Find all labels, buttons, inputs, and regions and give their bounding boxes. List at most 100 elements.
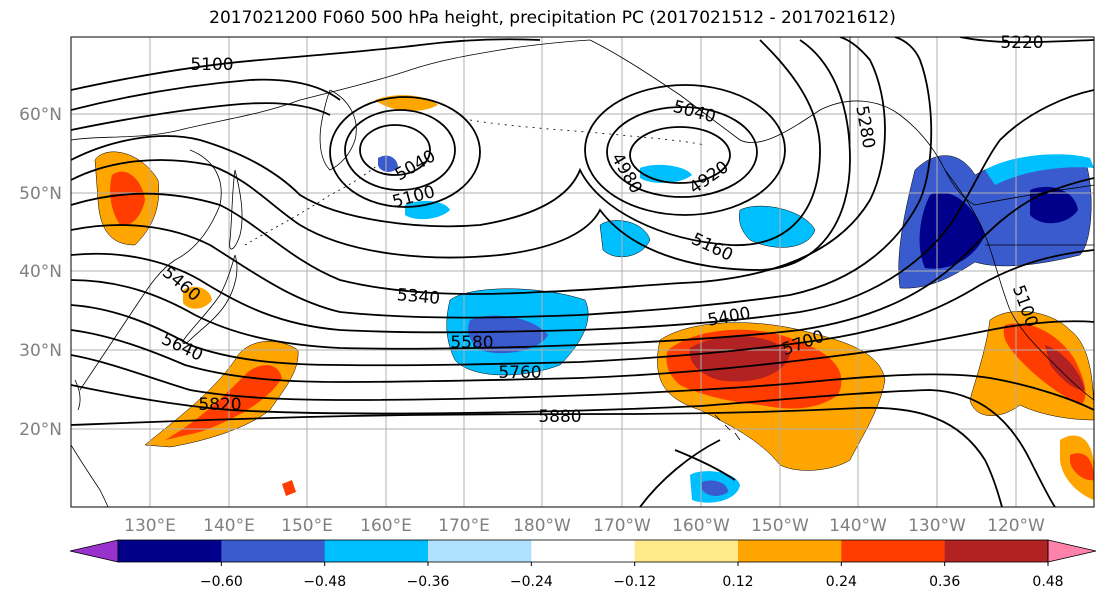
colorbar-cell bbox=[944, 540, 1049, 562]
coast-japan bbox=[182, 254, 238, 344]
colorbar-tick-label: −0.36 bbox=[407, 574, 450, 590]
contour-line bbox=[71, 354, 1094, 411]
lat-label: 60°N bbox=[19, 105, 62, 125]
precip-negative-aleut bbox=[640, 164, 692, 183]
colorbar-tick-label: −0.60 bbox=[200, 574, 243, 590]
colorbar-tick-label: 0.36 bbox=[929, 574, 960, 590]
lon-label: 160°W bbox=[672, 516, 730, 536]
precip-negative-na-core bbox=[919, 192, 985, 269]
precip-positive-small bbox=[282, 480, 296, 496]
colorbar-frame bbox=[117, 539, 1049, 563]
contour-line bbox=[71, 37, 886, 295]
colorbar-tick-label: 0.24 bbox=[826, 574, 857, 590]
colorbar-extend-high bbox=[1047, 539, 1097, 563]
coast-kamchatka bbox=[319, 89, 357, 171]
coast-hawaii bbox=[714, 414, 741, 441]
colorbar-cell bbox=[634, 540, 739, 562]
contour-label: 4920 bbox=[686, 157, 733, 198]
height-contours bbox=[71, 37, 1094, 507]
contour-label: 5100 bbox=[190, 55, 233, 75]
contour-label: 5220 bbox=[1000, 33, 1043, 53]
lat-label: 20°N bbox=[19, 420, 62, 440]
contour-label: 5640 bbox=[158, 329, 206, 365]
lat-label: 50°N bbox=[19, 184, 62, 204]
coast-na-west bbox=[944, 169, 1094, 401]
colorbar-tick-label: −0.24 bbox=[510, 574, 553, 590]
colorbar-tick-label: 0.48 bbox=[1032, 574, 1063, 590]
precip-positive-west-us-core bbox=[1003, 323, 1086, 405]
contour-line bbox=[71, 38, 541, 91]
colorbar-cell bbox=[841, 540, 946, 562]
precip-negative-na-edge bbox=[985, 154, 1094, 185]
contour-label: 4980 bbox=[607, 150, 646, 197]
precip-negative-north2 bbox=[739, 205, 816, 248]
lon-label: 180°W bbox=[513, 516, 571, 536]
contour-low-west-mid bbox=[344, 109, 456, 191]
coast-taiwan bbox=[74, 379, 81, 411]
longitude-labels: 130°E 140°E 150°E 160°E 170°E 180°W 170°… bbox=[124, 516, 1045, 536]
lat-label: 40°N bbox=[19, 262, 62, 282]
precip-positive-west-core bbox=[110, 171, 145, 226]
contour-low-east-outer bbox=[584, 84, 786, 216]
contour-line bbox=[71, 37, 933, 319]
coast-alaska bbox=[589, 39, 976, 206]
contour-low-east-mid bbox=[606, 106, 758, 198]
contour-label: 5880 bbox=[538, 407, 581, 427]
coast-na-interior bbox=[974, 184, 1094, 206]
map-frame bbox=[70, 36, 1095, 508]
precip-negative-central-core bbox=[468, 315, 548, 354]
contour-low-west-inner bbox=[359, 124, 431, 176]
contour-label: 5340 bbox=[396, 285, 441, 309]
contour-line bbox=[71, 39, 821, 246]
latitude-labels: 60°N 50°N 40°N 30°N 20°N bbox=[19, 105, 62, 440]
lon-label: 130°W bbox=[908, 516, 966, 536]
coast-aleutians bbox=[469, 119, 706, 146]
colorbar-ticks: −0.60 −0.48 −0.36 −0.24 −0.12 0.12 0.24 0.36 0.4… bbox=[200, 562, 1064, 590]
contour-label: 5160 bbox=[688, 229, 736, 265]
contour-label: 5580 bbox=[450, 333, 493, 353]
colorbar-cell bbox=[738, 540, 842, 562]
colorbar-cell bbox=[531, 540, 636, 562]
graticule bbox=[71, 37, 1094, 507]
contour-label: 5040 bbox=[392, 146, 439, 185]
contour-line bbox=[71, 406, 1003, 507]
contour-low-east-inner bbox=[629, 126, 731, 184]
coast-kurils bbox=[244, 164, 379, 246]
precip-negative-small1 bbox=[405, 200, 450, 220]
precip-negative-na-core2 bbox=[1030, 186, 1078, 224]
lon-label: 150°W bbox=[751, 516, 809, 536]
lon-label: 140°W bbox=[829, 516, 887, 536]
map-title: 2017021200 F060 500 hPa height, precipit… bbox=[209, 8, 896, 28]
contour-label: 5760 bbox=[498, 363, 541, 383]
lon-label: 150°E bbox=[281, 516, 333, 536]
colorbar-cell bbox=[221, 540, 326, 562]
precip-negative-small2 bbox=[378, 155, 398, 172]
contour-line bbox=[71, 249, 1094, 367]
colorbar-cell bbox=[118, 540, 222, 562]
contour-line bbox=[959, 37, 1094, 44]
lon-label: 170°W bbox=[593, 516, 651, 536]
contour-line bbox=[71, 78, 341, 111]
contour-line bbox=[71, 39, 851, 271]
colorbar-cells bbox=[69, 539, 1097, 563]
colorbar-tick-label: −0.48 bbox=[303, 574, 346, 590]
precip-positive-west-us-deep bbox=[1045, 345, 1085, 391]
contour-line bbox=[71, 320, 1094, 383]
coast-asia-east bbox=[79, 149, 222, 391]
lon-label: 130°E bbox=[124, 516, 176, 536]
contour-label: 5280 bbox=[851, 104, 878, 150]
contour-label: 5820 bbox=[198, 395, 241, 415]
colorbar-cell bbox=[324, 540, 429, 562]
lat-label: 30°N bbox=[19, 341, 62, 361]
lon-label: 120°W bbox=[987, 516, 1045, 536]
contour-line bbox=[71, 102, 331, 131]
coast-sakhalin bbox=[229, 169, 243, 250]
contour-low-west-outer bbox=[329, 96, 481, 208]
contour-line bbox=[71, 384, 1056, 507]
colorbar-cell bbox=[428, 540, 532, 562]
coast-asia-north bbox=[71, 39, 591, 141]
lon-label: 160°E bbox=[360, 516, 412, 536]
precip-negative-north1 bbox=[599, 220, 651, 258]
colorbar-extend-low bbox=[69, 539, 119, 563]
